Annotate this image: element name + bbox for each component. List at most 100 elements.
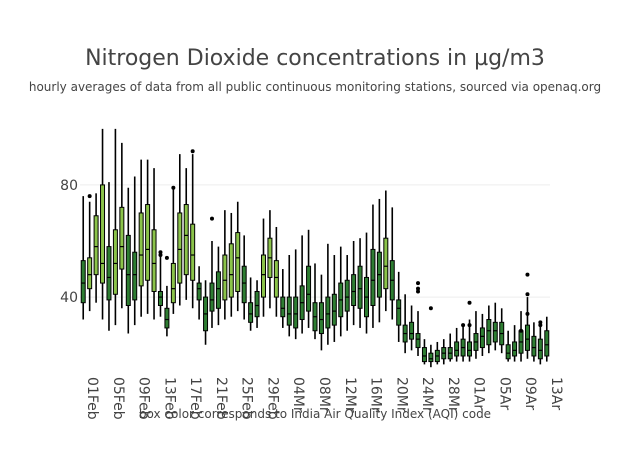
box-13Mar [344, 255, 350, 331]
x-tick-label-17Feb: 17Feb [187, 377, 203, 420]
box-11Apr [531, 322, 537, 362]
box-body-07Feb [119, 206, 125, 270]
box-10Mar [325, 243, 331, 345]
box-body-11Mar [331, 293, 337, 326]
box-16Feb [177, 154, 183, 306]
box-body-13Apr [544, 330, 550, 357]
outlier-01Apr-12 [467, 323, 472, 328]
box-28Feb [254, 280, 260, 328]
box-body-08Feb [125, 234, 131, 307]
y-tick-label-80: 80 [60, 178, 78, 194]
box-17Feb [183, 168, 189, 300]
box-body-07Apr [505, 344, 511, 360]
box-body-01Apr [467, 341, 473, 357]
box-body-09Feb [132, 251, 138, 301]
box-18Mar [376, 198, 382, 323]
box-body-27Feb [248, 302, 254, 323]
x-tick-label-05Feb: 05Feb [110, 377, 126, 420]
box-14Mar [351, 241, 357, 326]
box-body-13Feb [157, 290, 163, 307]
outlier-24Mar-9 [416, 289, 421, 294]
box-body-02Mar [273, 260, 279, 298]
box-body-17Feb [183, 204, 189, 276]
box-20Mar [389, 207, 395, 320]
outlier-10Apr-16 [525, 292, 530, 297]
outlier-13Feb-3 [158, 253, 163, 258]
box-body-25Feb [235, 232, 241, 292]
box-27Feb [248, 277, 254, 331]
box-body-01Feb [80, 260, 86, 304]
box-04Feb [100, 128, 106, 320]
box-09Apr [518, 311, 524, 362]
box-15Feb [170, 187, 176, 314]
x-tick-label-09Feb: 09Feb [136, 377, 152, 420]
box-06Feb [112, 128, 118, 326]
box-body-11Feb [145, 204, 151, 281]
outlier-18Feb-2 [190, 149, 195, 154]
box-25Mar [421, 339, 427, 365]
y-axis-ticks: 40 80 [60, 178, 78, 306]
box-03Apr [479, 313, 485, 356]
outlier-21Feb-6 [209, 216, 214, 221]
box-body-17Mar [370, 248, 376, 306]
box-19Feb [196, 266, 202, 320]
box-body-05Feb [106, 246, 112, 301]
box-22Feb [215, 246, 221, 326]
x-tick-label-29Feb: 29Feb [264, 377, 280, 420]
outlier-12Apr-18 [538, 320, 543, 325]
x-tick-label-20Mar: 20Mr [393, 377, 409, 413]
outlier-24Mar-8 [416, 286, 421, 291]
box-body-21Feb [209, 282, 215, 312]
box-12Mar [338, 246, 344, 337]
box-body-19Feb [196, 282, 202, 301]
x-tick-label-21Feb: 21Feb [213, 377, 229, 420]
box-body-03Mar [280, 296, 286, 318]
x-tick-label-24Mar: 24Mr [419, 377, 435, 413]
box-01Feb [80, 196, 86, 320]
box-21Mar [396, 271, 402, 342]
x-tick-label-04Mar: 04Mr [290, 377, 306, 413]
box-05Feb [106, 182, 112, 331]
x-tick-label-08Mar: 08Mr [316, 377, 332, 413]
box-22Mar [402, 294, 408, 354]
box-body-26Feb [241, 265, 247, 304]
box-28Mar [441, 339, 447, 365]
x-axis-ticks: 01Feb 05Feb 09Feb 13Feb 17Feb 21Feb 25Feb 29Feb… [84, 377, 564, 420]
box-body-16Feb [177, 212, 183, 284]
box-body-06Feb [112, 229, 118, 295]
outlier-14Feb-5 [164, 255, 169, 260]
box-body-14Mar [351, 274, 357, 306]
box-20Feb [203, 280, 209, 345]
box-24Mar [415, 311, 421, 356]
box-07Mar [306, 229, 312, 328]
box-body-18Feb [190, 223, 196, 281]
box-13Apr [544, 316, 550, 362]
box-body-03Feb [93, 215, 99, 276]
x-tick-label-01Feb: 01Feb [84, 377, 100, 420]
box-body-25Mar [421, 347, 427, 363]
box-body-07Mar [306, 265, 312, 312]
box-08Apr [512, 325, 518, 362]
box-27Mar [434, 341, 440, 365]
box-body-02Feb [87, 257, 93, 290]
box-15Mar [357, 238, 363, 328]
x-tick-label-09Apr: 09Ar [522, 377, 538, 410]
x-tick-label-12Mar: 12Mr [342, 377, 358, 413]
box-18Feb [190, 154, 196, 309]
box-body-09Mar [318, 302, 324, 335]
box-body-14Feb [164, 307, 170, 329]
box-14Feb [164, 285, 170, 337]
box-09Mar [318, 274, 324, 351]
box-25Feb [235, 201, 241, 312]
outlier-15Feb-1 [171, 185, 176, 190]
box-body-10Apr [524, 324, 530, 351]
box-07Apr [505, 330, 511, 362]
box-02Mar [273, 226, 279, 317]
x-axis-label: box color corresponds to India Air Quali… [139, 407, 491, 421]
box-10Apr [524, 297, 530, 359]
outlier-09Apr-14 [519, 328, 524, 333]
box-10Feb [138, 159, 144, 317]
box-05Apr [492, 302, 498, 351]
box-23Mar [409, 305, 415, 351]
